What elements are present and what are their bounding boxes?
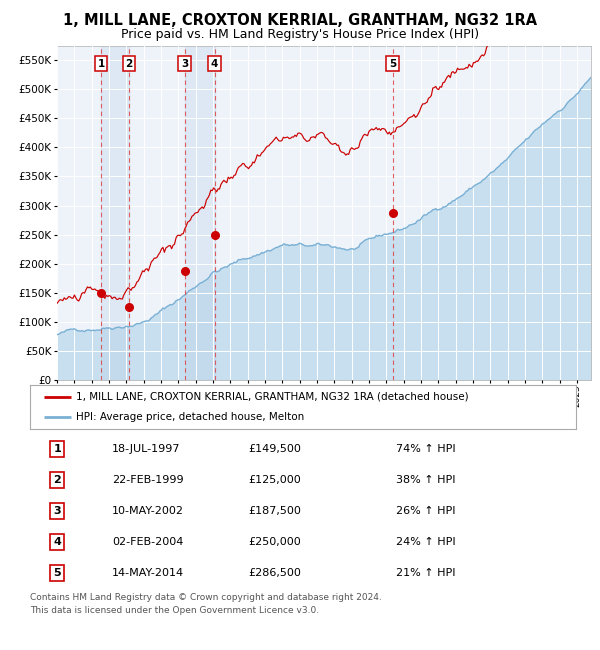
Text: This data is licensed under the Open Government Licence v3.0.: This data is licensed under the Open Gov… bbox=[30, 606, 319, 615]
Text: 3: 3 bbox=[53, 506, 61, 516]
Text: 3: 3 bbox=[181, 59, 188, 69]
Text: 24% ↑ HPI: 24% ↑ HPI bbox=[396, 537, 455, 547]
Text: 10-MAY-2002: 10-MAY-2002 bbox=[112, 506, 184, 516]
Text: 2: 2 bbox=[125, 59, 133, 69]
Text: 14-MAY-2014: 14-MAY-2014 bbox=[112, 568, 184, 578]
Text: £149,500: £149,500 bbox=[248, 444, 301, 454]
Text: £250,000: £250,000 bbox=[248, 537, 301, 547]
Text: 21% ↑ HPI: 21% ↑ HPI bbox=[396, 568, 455, 578]
Text: 4: 4 bbox=[53, 537, 61, 547]
Text: 02-FEB-2004: 02-FEB-2004 bbox=[112, 537, 183, 547]
Text: 38% ↑ HPI: 38% ↑ HPI bbox=[396, 475, 455, 485]
Text: 2: 2 bbox=[53, 475, 61, 485]
Text: 5: 5 bbox=[53, 568, 61, 578]
Text: HPI: Average price, detached house, Melton: HPI: Average price, detached house, Melt… bbox=[76, 412, 305, 422]
Text: 74% ↑ HPI: 74% ↑ HPI bbox=[396, 444, 455, 454]
Text: 4: 4 bbox=[211, 59, 218, 69]
Text: 1: 1 bbox=[53, 444, 61, 454]
Text: £125,000: £125,000 bbox=[248, 475, 301, 485]
Text: 1: 1 bbox=[97, 59, 104, 69]
Text: 1, MILL LANE, CROXTON KERRIAL, GRANTHAM, NG32 1RA: 1, MILL LANE, CROXTON KERRIAL, GRANTHAM,… bbox=[63, 13, 537, 28]
Bar bbox=[101, 46, 129, 380]
Text: 26% ↑ HPI: 26% ↑ HPI bbox=[396, 506, 455, 516]
Bar bbox=[185, 46, 215, 380]
Text: Contains HM Land Registry data © Crown copyright and database right 2024.: Contains HM Land Registry data © Crown c… bbox=[30, 593, 382, 602]
Text: £286,500: £286,500 bbox=[248, 568, 301, 578]
Text: 5: 5 bbox=[389, 59, 396, 69]
Text: £187,500: £187,500 bbox=[248, 506, 301, 516]
Text: 22-FEB-1999: 22-FEB-1999 bbox=[112, 475, 184, 485]
Text: 1, MILL LANE, CROXTON KERRIAL, GRANTHAM, NG32 1RA (detached house): 1, MILL LANE, CROXTON KERRIAL, GRANTHAM,… bbox=[76, 392, 469, 402]
Text: 18-JUL-1997: 18-JUL-1997 bbox=[112, 444, 181, 454]
Text: Price paid vs. HM Land Registry's House Price Index (HPI): Price paid vs. HM Land Registry's House … bbox=[121, 28, 479, 41]
